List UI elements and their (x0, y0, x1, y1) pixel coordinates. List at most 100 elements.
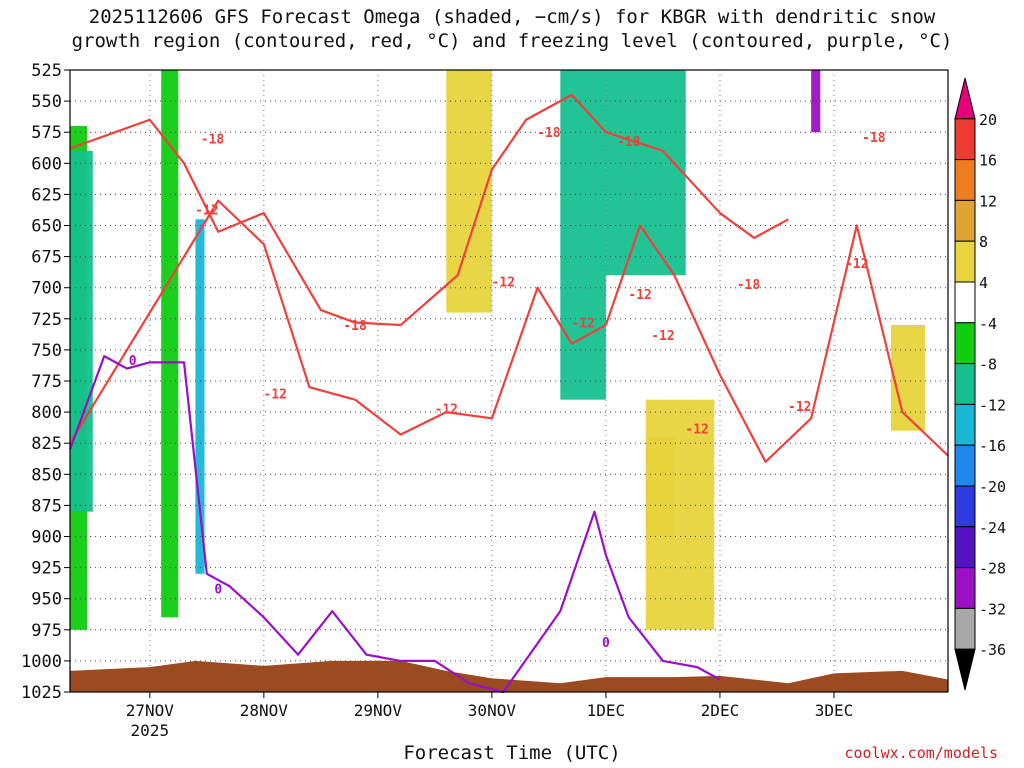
colorbar-segment-8 (954, 403, 976, 446)
contour-label-5: -12 (492, 275, 515, 290)
x-tick-label-27NOV: 27NOV (126, 701, 175, 720)
x-tick-label-3DEC: 3DEC (815, 701, 854, 720)
colorbar-top-arrow (954, 77, 976, 120)
colorbar-label-6: -8 (979, 356, 997, 374)
x-tick-label-29NOV: 29NOV (354, 701, 403, 720)
omega-region-sink-green-2 (161, 70, 179, 618)
y-tick-label-525: 525 (31, 61, 62, 81)
contour-label-7: -18 (617, 135, 641, 150)
contour-label-3: -12 (264, 387, 287, 402)
y-tick-label-975: 975 (31, 621, 62, 641)
contour-label-4: -12 (435, 402, 458, 417)
plot-area (70, 70, 948, 692)
colorbar-label-4: 4 (979, 274, 988, 292)
contour-label-8: -12 (571, 317, 594, 332)
x-tick-label-30NOV: 30NOV (468, 701, 517, 720)
y-tick-label-625: 625 (31, 185, 62, 205)
y-tick-label-650: 650 (31, 217, 62, 237)
colorbar-label-10: -24 (979, 519, 1006, 537)
colorbar: 20 16 12 8 4 -4 -8 -12 -16 -20 -24 -28 -32 -36 (954, 77, 1006, 691)
contour-label-6: -18 (537, 126, 561, 141)
colorbar-label-11: -28 (979, 560, 1006, 578)
y-tick-label-1025: 1025 (21, 683, 62, 703)
contour-label-17: 0 (214, 583, 222, 598)
colorbar-label-3: 8 (979, 233, 988, 251)
y-tick-label-575: 575 (31, 123, 62, 143)
y-tick-label-850: 850 (31, 465, 62, 485)
colorbar-label-2: 12 (979, 192, 997, 210)
colorbar-segment-12 (954, 567, 976, 609)
y-tick-label-600: 600 (31, 154, 62, 174)
y-tick-label-825: 825 (31, 434, 62, 454)
omega-region-sink-blue-1 (195, 219, 205, 574)
omega-shading (70, 70, 926, 630)
x-axis-label: Forecast Time (UTC) (403, 742, 621, 764)
colorbar-segment-6 (954, 322, 976, 365)
colorbar-segment-5 (954, 281, 976, 324)
colorbar-segment-11 (954, 526, 976, 569)
colorbar-label-8: -16 (979, 437, 1006, 455)
x-tick-label-28NOV: 28NOV (240, 701, 289, 720)
credit-text: coolwx.com/models (844, 744, 998, 762)
contour-line--18 (69, 93, 789, 327)
colorbar-label-5: -4 (979, 315, 997, 333)
colorbar-segment-2 (954, 159, 976, 201)
colorbar-segment-13 (954, 607, 976, 650)
y-tick-label-900: 900 (31, 528, 62, 548)
contour-label-2: -18 (343, 319, 367, 334)
terrain-surface (70, 660, 948, 692)
contour-label-9: -12 (628, 288, 651, 303)
omega-region-rise-yellow-3 (890, 325, 926, 431)
contour-line-0 (68, 355, 721, 694)
x-tick-label-2DEC: 2DEC (701, 701, 740, 720)
chart-title-line-2: growth region (contoured, red, °C) and f… (71, 30, 953, 52)
gridlines (70, 69, 948, 693)
y-tick-label-800: 800 (31, 403, 62, 423)
contour-label-10: -12 (651, 329, 674, 344)
axes: 525 550 575 600 625 650 675 700 725 750 775 800 825 8… (21, 61, 949, 740)
colorbar-segment-10 (954, 485, 976, 528)
y-tick-label-550: 550 (31, 92, 62, 112)
contour-label-11: -12 (685, 422, 708, 437)
y-tick-label-950: 950 (31, 590, 62, 610)
y-tick-label-700: 700 (31, 279, 62, 299)
plot-background (70, 70, 948, 692)
colorbar-label-9: -20 (979, 478, 1006, 496)
colorbar-bottom-arrow (954, 648, 976, 691)
y-tick-label-875: 875 (31, 496, 62, 516)
y-tick-label-725: 725 (31, 310, 62, 330)
colorbar-label-7: -12 (979, 396, 1006, 414)
omega-region-sink-teal-1 (70, 150, 93, 512)
terrain-fill (70, 660, 948, 692)
x-tick-label-1DEC: 1DEC (587, 701, 626, 720)
x-tick-year-label: 2025 (131, 721, 170, 740)
contour-label-18: 0 (602, 636, 610, 651)
y-tick-label-925: 925 (31, 559, 62, 579)
contour-label-14: -12 (845, 257, 868, 272)
omega-region-sink-teal-2 (560, 70, 606, 400)
colorbar-label-0: 20 (979, 111, 997, 129)
colorbar-segment-7 (954, 363, 976, 405)
y-tick-label-750: 750 (31, 341, 62, 361)
contour-label-1: -12 (195, 203, 218, 218)
contour-label-13: -12 (788, 400, 811, 415)
colorbar-label-1: 16 (979, 152, 997, 170)
contour-lines (68, 93, 949, 694)
y-tick-label-675: 675 (31, 248, 62, 268)
colorbar-segment-1 (954, 118, 976, 161)
colorbar-label-12: -32 (979, 600, 1006, 618)
contour-labels: -18 -12 -18 -12 -12 -12 -18 -18 -12 -12 -12 -12 -18 -… (129, 126, 886, 651)
colorbar-segment-4 (954, 240, 976, 283)
contour-line--12 (69, 199, 949, 463)
y-tick-label-775: 775 (31, 372, 62, 392)
colorbar-segment-3 (954, 199, 976, 242)
y-tick-label-1000: 1000 (21, 652, 62, 672)
colorbar-label-13: -36 (979, 641, 1006, 659)
omega-region-sink-teal-3 (605, 70, 686, 276)
contour-label-15: -18 (862, 131, 886, 146)
contour-label-12: -18 (737, 278, 761, 293)
contour-label-0: -18 (201, 132, 225, 147)
chart-title-line-1: 2025112606 GFS Forecast Omega (shaded, −… (88, 6, 936, 28)
colorbar-segment-9 (954, 444, 976, 487)
